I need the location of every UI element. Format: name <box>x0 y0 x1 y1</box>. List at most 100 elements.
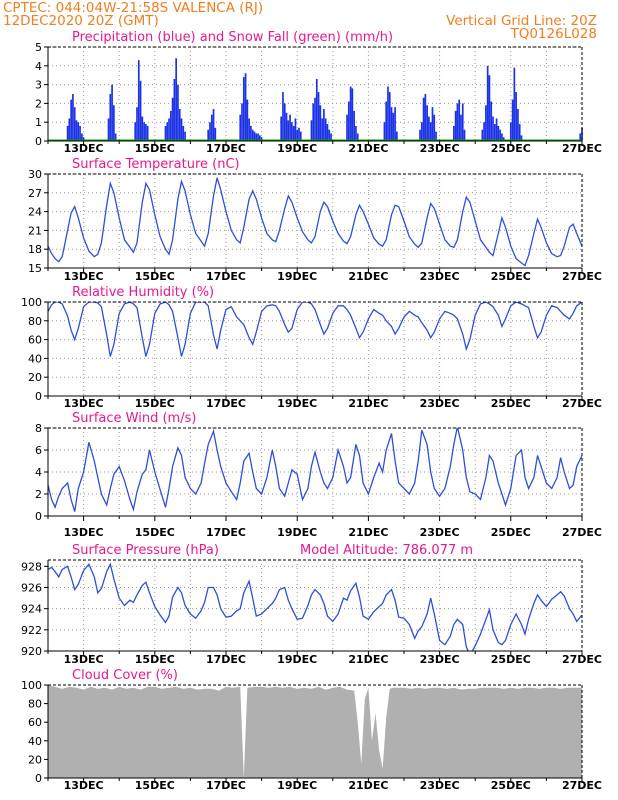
precip-xtick-label: 15DEC <box>135 142 175 155</box>
pressure-title: Surface Pressure (hPa) <box>72 543 219 558</box>
rh-xtick-label: 17DEC <box>206 397 246 410</box>
pressure-xtick-label: 13DEC <box>64 653 104 666</box>
precip-bar <box>454 110 457 141</box>
precip-bar <box>390 107 393 141</box>
cloud-ytick-label: 20 <box>28 753 42 766</box>
precip-bar <box>111 84 113 141</box>
precip-bar <box>326 124 329 141</box>
precip-bar <box>419 129 421 141</box>
precip-bar <box>145 124 147 141</box>
pressure-ytick-label: 920 <box>21 645 42 658</box>
pressure-xtick-label: 17DEC <box>206 653 246 666</box>
precip-bar <box>458 99 461 141</box>
precip-bar <box>291 122 293 141</box>
precip-bar <box>282 92 284 141</box>
precip-bar <box>321 118 323 141</box>
wind-xtick-label: 21DEC <box>348 526 388 539</box>
precip-bar <box>388 92 391 141</box>
temp-xtick-label: 23DEC <box>420 270 460 283</box>
wind-ytick-label: 2 <box>35 488 42 501</box>
rh-xtick-label: 21DEC <box>348 397 388 410</box>
precip-bar <box>283 103 286 141</box>
precip-bar <box>242 77 245 141</box>
wind-xtick-label: 19DEC <box>277 526 317 539</box>
precip-bar <box>499 129 501 141</box>
precip-bar <box>429 122 432 141</box>
precip-xtick-label: 19DEC <box>277 142 317 155</box>
precip-bar <box>253 131 256 141</box>
precip-bar <box>513 67 516 141</box>
precip-bar <box>212 109 215 141</box>
precip-bar <box>70 99 72 141</box>
temp-xtick-label: 25DEC <box>491 270 531 283</box>
precip-bar <box>579 133 582 141</box>
rh-ytick-label: 40 <box>28 352 42 365</box>
precip-bar <box>171 97 174 141</box>
precip-bar <box>502 137 505 141</box>
precip-bar <box>287 120 290 141</box>
precip-bar <box>299 131 302 141</box>
cloud-ytick-label: 80 <box>28 698 42 711</box>
wind-xtick-label: 17DEC <box>206 526 246 539</box>
wind-ytick-label: 4 <box>35 466 42 479</box>
precip-bar <box>107 118 110 141</box>
precip-bar <box>136 107 138 141</box>
temp-ytick-label: 24 <box>28 206 42 219</box>
precip-bar <box>137 60 140 141</box>
rh-ytick-label: 100 <box>21 296 42 309</box>
cloud-ytick-label: 0 <box>35 772 42 785</box>
rh-ytick-label: 80 <box>28 315 42 328</box>
pressure-series-line <box>48 562 582 651</box>
precip-bar <box>312 103 315 141</box>
precip-bar <box>319 105 322 141</box>
precip-bar <box>324 118 327 141</box>
precip-bar <box>246 99 249 141</box>
precip-bar <box>314 97 316 141</box>
pressure-xtick-label: 21DEC <box>348 653 388 666</box>
precip-bar <box>250 125 252 141</box>
precip-bar <box>394 107 396 141</box>
wind-series-line <box>48 428 582 512</box>
precip-bar <box>452 125 455 141</box>
precip-ytick-label: 3 <box>35 79 42 92</box>
wind-ytick-label: 0 <box>35 510 42 523</box>
cloud-panel <box>44 684 583 783</box>
header-station: CPTEC: 044:04W-21:58S VALENCA (RJ) <box>3 0 263 16</box>
pressure-panel <box>44 559 583 656</box>
pressure-annotation: Model Altitude: 786.077 m <box>300 543 473 558</box>
precip-xtick-label: 23DEC <box>420 142 460 155</box>
precip-bar <box>518 124 521 141</box>
precip-bar <box>501 133 503 141</box>
precip-bar <box>68 118 71 141</box>
precip-bar <box>463 129 466 141</box>
wind-title: Surface Wind (m/s) <box>72 411 196 426</box>
precip-bar <box>460 114 462 141</box>
pressure-xtick-label: 15DEC <box>135 653 175 666</box>
precip-ytick-label: 1 <box>35 116 42 129</box>
precip-bar <box>433 114 436 141</box>
wind-ytick-label: 6 <box>35 444 42 457</box>
precip-bar <box>492 116 494 141</box>
precip-bar <box>292 125 295 141</box>
cloud-xtick-label: 23DEC <box>420 779 460 792</box>
rh-xtick-label: 25DEC <box>491 397 531 410</box>
precip-bar <box>72 94 74 141</box>
precip-bar <box>351 88 354 141</box>
precip-bar <box>257 133 259 141</box>
precip-bar <box>520 135 523 141</box>
rh-series-line <box>48 302 582 357</box>
precip-bar <box>177 84 179 141</box>
pressure-xtick-label: 25DEC <box>491 653 531 666</box>
precip-bar <box>488 75 491 141</box>
precip-bar <box>113 105 115 141</box>
precip-bar <box>426 105 428 141</box>
precip-bar <box>396 131 398 141</box>
precip-bar <box>182 125 185 141</box>
pressure-xtick-label: 27DEC <box>562 653 602 666</box>
cloud-xtick-label: 25DEC <box>491 779 531 792</box>
precip-bar <box>210 114 213 141</box>
precip-bar <box>330 133 332 141</box>
rh-panel <box>44 301 583 401</box>
precip-bar <box>77 122 80 141</box>
wind-xtick-label: 25DEC <box>491 526 531 539</box>
